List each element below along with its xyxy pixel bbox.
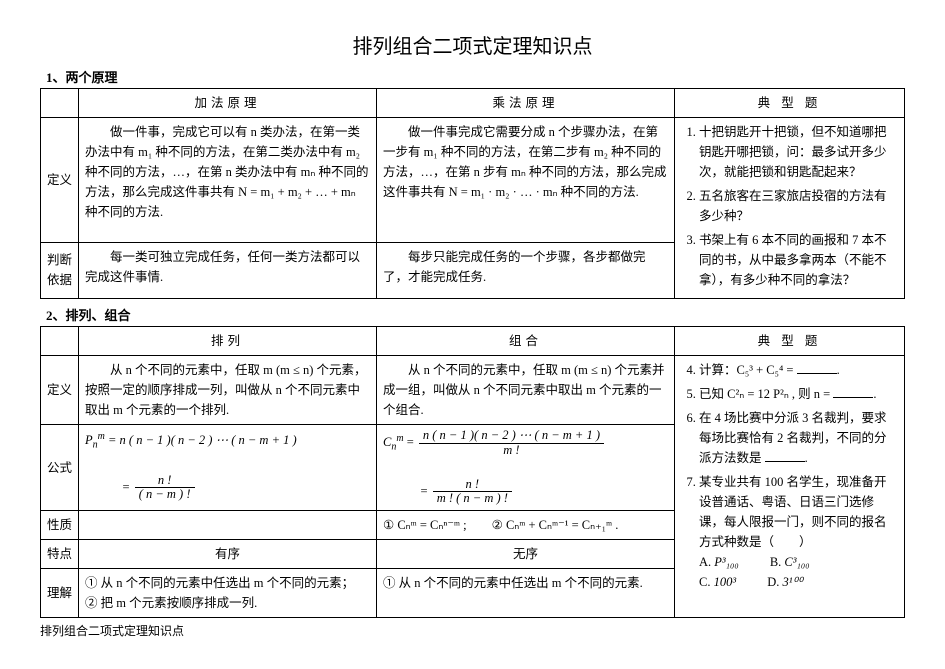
col-header-permutation: 排列 — [79, 327, 377, 356]
answer-options: A. P³₁₀₀ B. C³₁₀₀ C. 100³ D. 3¹⁰⁰ — [699, 552, 898, 592]
row-label-definition: 定义 — [41, 356, 79, 425]
cell-comb-property: ① Cₙᵐ = Cₙⁿ⁻ᵐ ; ② Cₙᵐ + Cₙᵐ⁻¹ = Cₙ₊₁ᵐ . — [377, 511, 675, 540]
section1-label: 1、两个原理 — [46, 67, 905, 86]
row-label-property: 性质 — [41, 511, 79, 540]
cell-comb-def: 从 n 个不同的元素中，任取 m (m ≤ n) 个元素并成一组，叫做从 n 个… — [377, 356, 675, 425]
page-footer: 排列组合二项式定理知识点 — [40, 622, 905, 639]
list-item: 十把钥匙开十把锁，但不知道哪把钥匙开哪把锁，问：最多试开多少次，就能把锁和钥匙配… — [699, 122, 898, 182]
row-label-formula: 公式 — [41, 425, 79, 511]
row-label-criterion: 判断依据 — [41, 242, 79, 298]
table-row: 加法原理 乘法原理 典 型 题 — [41, 89, 905, 118]
list-item: 在 4 场比赛中分派 3 名裁判，要求每场比赛恰有 2 名裁判，不同的分派方法数… — [699, 408, 898, 468]
page-title: 排列组合二项式定理知识点 — [40, 30, 905, 59]
col-header-addition: 加法原理 — [79, 89, 377, 118]
cell-perm-formula: Pnm = n ( n − 1 )( n − 2 ) ⋯ ( n − m + 1… — [79, 425, 377, 511]
cell-multiplication-def: 做一件事完成它需要分成 n 个步骤办法，在第一步有 m₁ 种不同的方法，在第二步… — [377, 118, 675, 243]
cell-typical-questions: 十把钥匙开十把锁，但不知道哪把钥匙开哪把锁，问：最多试开多少次，就能把锁和钥匙配… — [675, 118, 905, 299]
table-row: 排列 组合 典 型 题 — [41, 327, 905, 356]
row-label-definition: 定义 — [41, 118, 79, 243]
blank-cell — [41, 327, 79, 356]
list-item: 某专业共有 100 名学生，现准备开设普通话、粤语、日语三门选修课，每人限报一门… — [699, 472, 898, 592]
row-label-understand: 理解 — [41, 569, 79, 618]
list-item: 书架上有 6 本不同的画报和 7 本不同的书，从中最多拿两本（不能不拿），有多少… — [699, 230, 898, 290]
section2-label: 2、排列、组合 — [46, 305, 905, 324]
cell-typical-questions: 计算：C₅³ + C₅⁴ = . 已知 C²ₙ = 12 P²ₙ , 则 n =… — [675, 356, 905, 618]
list-item: 计算：C₅³ + C₅⁴ = . — [699, 360, 898, 380]
cell-perm-understand: ① 从 n 个不同的元素中任选出 m 个不同的元素； ② 把 m 个元素按顺序排… — [79, 569, 377, 618]
table-row: 定义 从 n 个不同的元素中，任取 m (m ≤ n) 个元素，按照一定的顺序排… — [41, 356, 905, 425]
table-perm-comb: 排列 组合 典 型 题 定义 从 n 个不同的元素中，任取 m (m ≤ n) … — [40, 326, 905, 618]
cell-comb-feature: 无序 — [377, 540, 675, 569]
table-principles: 加法原理 乘法原理 典 型 题 定义 做一件事，完成它可以有 n 类办法，在第一… — [40, 88, 905, 299]
list-item: 已知 C²ₙ = 12 P²ₙ , 则 n = . — [699, 384, 898, 404]
col-header-typical: 典 型 题 — [675, 89, 905, 118]
cell-perm-feature: 有序 — [79, 540, 377, 569]
cell-perm-def: 从 n 个不同的元素中，任取 m (m ≤ n) 个元素，按照一定的顺序排成一列… — [79, 356, 377, 425]
row-label-feature: 特点 — [41, 540, 79, 569]
cell-comb-formula: Cnm = n ( n − 1 )( n − 2 ) ⋯ ( n − m + 1… — [377, 425, 675, 511]
cell-addition-criterion: 每一类可独立完成任务，任何一类方法都可以完成这件事情. — [79, 242, 377, 298]
col-header-multiplication: 乘法原理 — [377, 89, 675, 118]
list-item: 五名旅客在三家旅店投宿的方法有多少种？ — [699, 186, 898, 226]
cell-multiplication-criterion: 每步只能完成任务的一个步骤，各步都做完了，才能完成任务. — [377, 242, 675, 298]
col-header-combination: 组合 — [377, 327, 675, 356]
col-header-typical: 典 型 题 — [675, 327, 905, 356]
table-row: 定义 做一件事，完成它可以有 n 类办法，在第一类办法中有 m₁ 种不同的方法，… — [41, 118, 905, 243]
cell-perm-property — [79, 511, 377, 540]
cell-addition-def: 做一件事，完成它可以有 n 类办法，在第一类办法中有 m₁ 种不同的方法，在第二… — [79, 118, 377, 243]
blank-cell — [41, 89, 79, 118]
cell-comb-understand: ① 从 n 个不同的元素中任选出 m 个不同的元素. — [377, 569, 675, 618]
